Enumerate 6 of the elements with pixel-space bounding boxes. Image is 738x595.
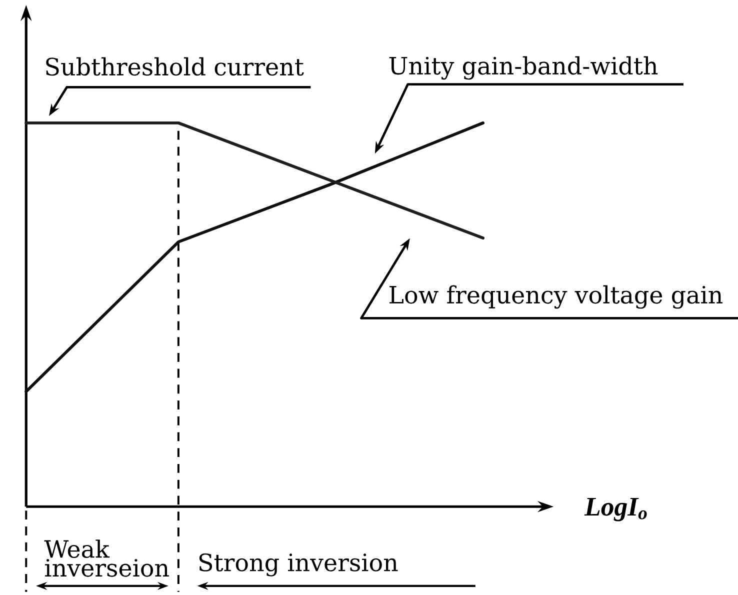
x-axis-title: LogI$_{o}$ (584, 498, 647, 522)
text: Weak inverseion (44, 540, 169, 577)
text: Strong inversion (199, 553, 398, 576)
text: Unity gain-band-width (389, 56, 658, 80)
text: Low frequency voltage gain (390, 285, 723, 309)
text: Subthreshold current (46, 57, 304, 76)
